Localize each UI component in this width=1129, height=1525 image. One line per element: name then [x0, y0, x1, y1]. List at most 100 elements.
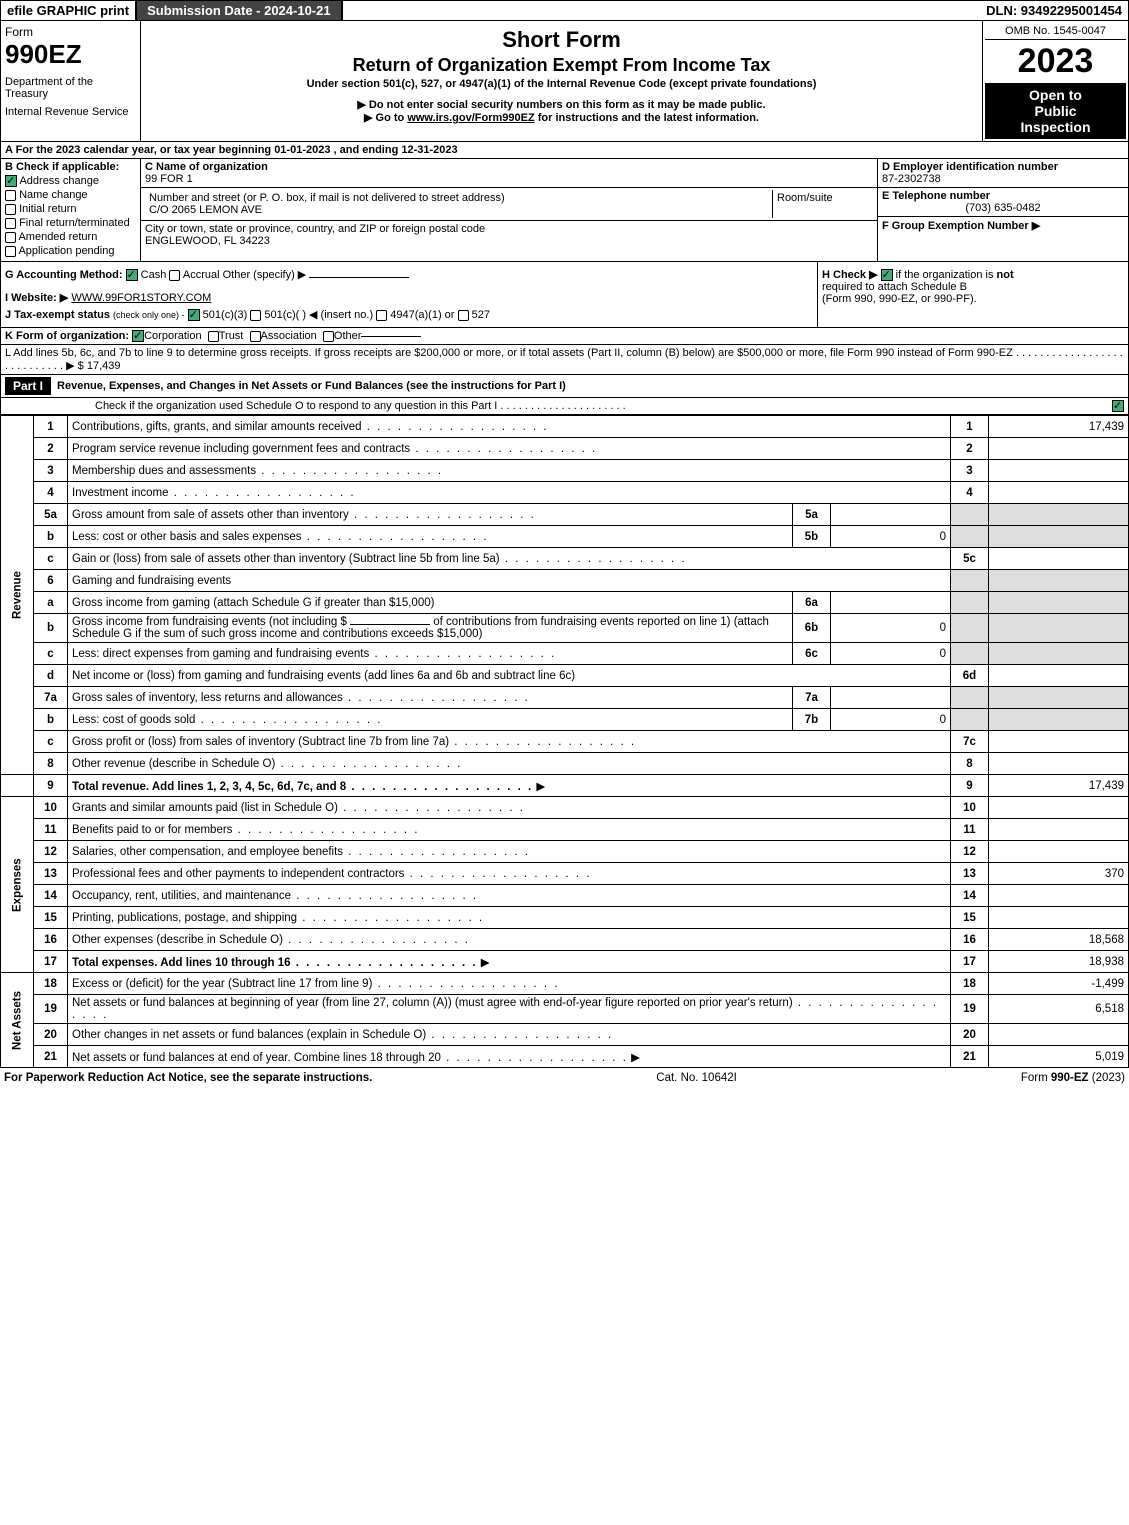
section-g-i-j: G Accounting Method: Cash Accrual Other … — [1, 262, 818, 327]
city-value: ENGLEWOOD, FL 34223 — [145, 235, 873, 247]
part1-title: Revenue, Expenses, and Changes in Net As… — [51, 380, 1124, 392]
i-label: I Website: ▶ — [5, 292, 68, 304]
group-label: F Group Exemption Number ▶ — [882, 220, 1040, 232]
top-bar: efile GRAPHIC print Submission Date - 20… — [0, 0, 1129, 21]
line-17: 17 Total expenses. Add lines 10 through … — [1, 951, 1129, 973]
info-block: B Check if applicable: Address change Na… — [0, 159, 1129, 262]
line-11: 11 Benefits paid to or for members 11 — [1, 819, 1129, 841]
ein-label: D Employer identification number — [882, 161, 1124, 173]
cb-amended-return[interactable]: Amended return — [5, 231, 136, 243]
line-7a: 7a Gross sales of inventory, less return… — [1, 687, 1129, 709]
line-9: 9 Total revenue. Add lines 1, 2, 3, 4, 5… — [1, 775, 1129, 797]
section-b-title: B Check if applicable: — [5, 161, 136, 173]
part1-label: Part I — [5, 377, 51, 395]
line-15: 15 Printing, publications, postage, and … — [1, 907, 1129, 929]
check-icon — [5, 175, 17, 187]
checkbox-icon — [5, 204, 16, 215]
line-20: 20 Other changes in net assets or fund b… — [1, 1024, 1129, 1046]
form-number: 990EZ — [5, 39, 136, 70]
l-value: 17,439 — [87, 360, 121, 372]
dept-irs: Internal Revenue Service — [5, 106, 136, 118]
line-12: 12 Salaries, other compensation, and emp… — [1, 841, 1129, 863]
check-icon[interactable] — [881, 269, 893, 281]
ein-block: D Employer identification number 87-2302… — [878, 159, 1128, 188]
org-name-block: C Name of organization 99 FOR 1 — [141, 159, 877, 188]
side-expenses: Expenses — [1, 797, 34, 973]
g-other: Other (specify) ▶ — [223, 269, 307, 281]
section-k: K Form of organization: Corporation Trus… — [0, 328, 1129, 345]
cb-initial-return[interactable]: Initial return — [5, 203, 136, 215]
g-cash: Cash — [141, 269, 167, 281]
checkbox-icon[interactable] — [458, 310, 469, 321]
k-assoc: Association — [261, 330, 317, 342]
check-icon[interactable] — [126, 269, 138, 281]
footer-cat: Cat. No. 10642I — [656, 1072, 737, 1084]
line-6c: c Less: direct expenses from gaming and … — [1, 643, 1129, 665]
footer-right: Form 990-EZ (2023) — [1021, 1072, 1125, 1084]
city-label: City or town, state or province, country… — [145, 223, 873, 235]
phone-value: (703) 635-0482 — [882, 202, 1124, 214]
header-left: Form 990EZ Department of the Treasury In… — [1, 21, 141, 141]
phone-label: E Telephone number — [882, 190, 1124, 202]
phone-block: E Telephone number (703) 635-0482 — [878, 188, 1128, 217]
goto-prefix: ▶ Go to — [364, 112, 407, 124]
side-net-assets: Net Assets — [1, 973, 34, 1068]
topbar-spacer — [343, 1, 981, 20]
line-5b: b Less: cost or other basis and sales ex… — [1, 526, 1129, 548]
g-label: G Accounting Method: — [5, 269, 123, 281]
checkbox-icon[interactable] — [376, 310, 387, 321]
checkbox-icon — [5, 246, 16, 257]
line-2: 2 Program service revenue including gove… — [1, 438, 1129, 460]
k-label: K Form of organization: — [5, 330, 129, 342]
cb-application-pending[interactable]: Application pending — [5, 245, 136, 257]
side-revenue: Revenue — [1, 416, 34, 775]
line-6: 6 Gaming and fundraising events — [1, 570, 1129, 592]
line-1: Revenue 1 Contributions, gifts, grants, … — [1, 416, 1129, 438]
line-6b: b Gross income from fundraising events (… — [1, 614, 1129, 643]
line-10: Expenses 10 Grants and similar amounts p… — [1, 797, 1129, 819]
goto-link[interactable]: www.irs.gov/Form990EZ — [407, 112, 534, 124]
checkbox-icon[interactable] — [250, 331, 261, 342]
form-header: Form 990EZ Department of the Treasury In… — [0, 21, 1129, 142]
part1-header: Part I Revenue, Expenses, and Changes in… — [0, 375, 1129, 398]
header-right: OMB No. 1545-0047 2023 Open to Public In… — [983, 21, 1128, 141]
website-link[interactable]: WWW.99FOR1STORY.COM — [71, 292, 211, 304]
checkbox-icon[interactable] — [169, 270, 180, 281]
cb-name-change[interactable]: Name change — [5, 189, 136, 201]
section-h: H Check ▶ if the organization is not req… — [818, 262, 1128, 327]
open-to-public: Open to Public Inspection — [985, 83, 1126, 139]
checkbox-icon[interactable] — [208, 331, 219, 342]
cb-address-change[interactable]: Address change — [5, 175, 136, 187]
checkbox-icon[interactable] — [323, 331, 334, 342]
section-b: B Check if applicable: Address change Na… — [1, 159, 141, 261]
blank-field[interactable] — [350, 624, 430, 625]
note-ssn: ▶ Do not enter social security numbers o… — [145, 98, 978, 111]
check-icon[interactable] — [188, 309, 200, 321]
check-icon[interactable] — [132, 330, 144, 342]
checkbox-icon — [5, 232, 16, 243]
open-line2: Public — [989, 103, 1122, 119]
dln-number: DLN: 93492295001454 — [980, 1, 1128, 20]
line-7c: c Gross profit or (loss) from sales of i… — [1, 731, 1129, 753]
line-3: 3 Membership dues and assessments 3 — [1, 460, 1129, 482]
title-short-form: Short Form — [145, 27, 978, 53]
line-5a: 5a Gross amount from sale of assets othe… — [1, 504, 1129, 526]
dept-treasury: Department of the Treasury — [5, 76, 136, 100]
h-text3: required to attach Schedule B — [822, 281, 1124, 293]
line-5c: c Gain or (loss) from sale of assets oth… — [1, 548, 1129, 570]
g-other-line[interactable] — [309, 277, 409, 278]
k-other-line[interactable] — [361, 336, 421, 337]
checkbox-icon[interactable] — [250, 310, 261, 321]
tax-year: 2023 — [985, 40, 1126, 83]
line-14: 14 Occupancy, rent, utilities, and maint… — [1, 885, 1129, 907]
line-6a: a Gross income from gaming (attach Sched… — [1, 592, 1129, 614]
line-6d: d Net income or (loss) from gaming and f… — [1, 665, 1129, 687]
j-4947: 4947(a)(1) or — [390, 309, 454, 321]
cb-final-return[interactable]: Final return/terminated — [5, 217, 136, 229]
note-goto: ▶ Go to www.irs.gov/Form990EZ for instru… — [145, 111, 978, 124]
open-line1: Open to — [989, 87, 1122, 103]
line-8: 8 Other revenue (describe in Schedule O)… — [1, 753, 1129, 775]
j-label: J Tax-exempt status — [5, 309, 110, 321]
g-accrual: Accrual — [183, 269, 220, 281]
check-icon[interactable] — [1112, 400, 1124, 412]
